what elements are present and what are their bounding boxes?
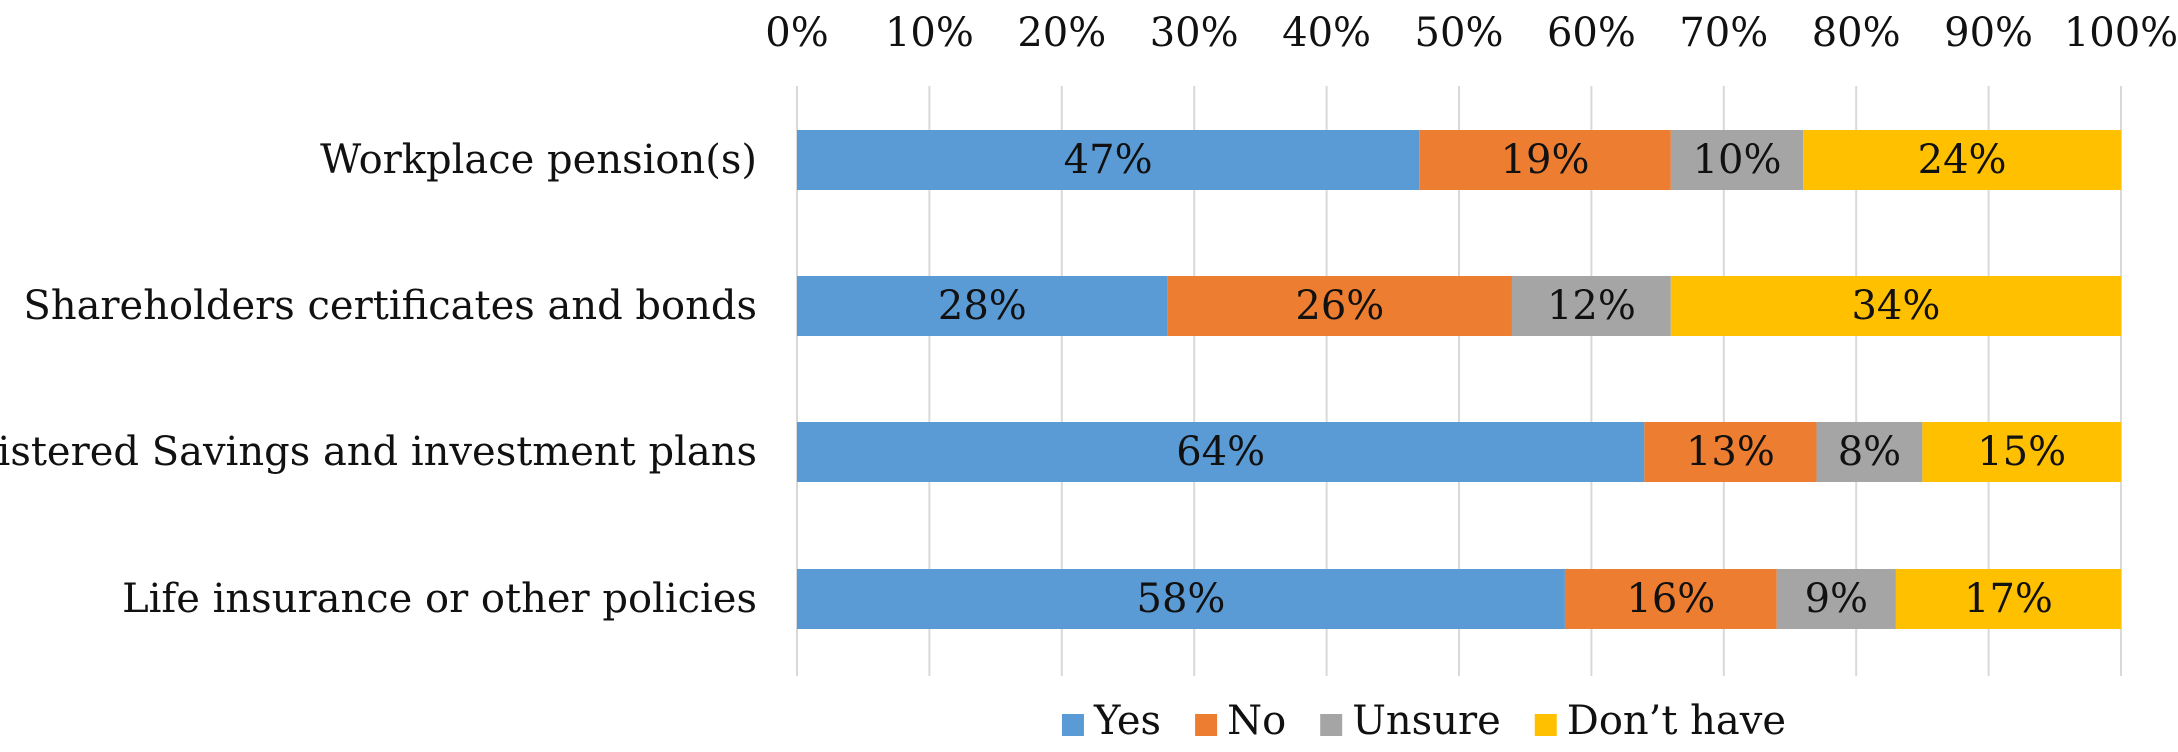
x-tick-label: 0% <box>765 10 828 56</box>
data-label: 64% <box>1176 429 1265 475</box>
legend: Yes No Unsure Don’t have <box>1061 698 1786 744</box>
x-tick-label: 20% <box>1017 10 1106 56</box>
x-tick-label: 30% <box>1150 10 1239 56</box>
bar-groups: 47% 19% 10% 24% 28% 26% 12% 34% 64% 13% 8% 15% 58% 16… <box>797 130 2121 629</box>
bar-segment <box>1776 569 1896 629</box>
bar-segment <box>1564 569 1777 629</box>
bar-segment <box>1670 276 2121 336</box>
legend-swatch <box>1061 714 1084 736</box>
x-tick-label: 10% <box>885 10 974 56</box>
bar-segment <box>1511 276 1671 336</box>
legend-label: Yes <box>1093 698 1161 744</box>
x-tick-label: 70% <box>1679 10 1768 56</box>
bar-row: 28% 26% 12% 34% <box>797 276 2121 336</box>
legend-item: Unsure <box>1320 698 1501 744</box>
bar-row: 58% 16% 9% 17% <box>797 569 2121 629</box>
data-label: 9% <box>1805 576 1868 622</box>
category-label: Workplace pension(s) <box>320 137 757 183</box>
legend-label: Don’t have <box>1567 698 1786 744</box>
category-label: Life insurance or other policies <box>122 576 757 622</box>
data-label: 17% <box>1964 576 2053 622</box>
bar-segment <box>1803 130 2121 190</box>
legend-item: Yes <box>1061 698 1161 744</box>
bar-segment <box>1167 276 1512 336</box>
data-label: 34% <box>1851 283 1940 329</box>
data-label: 24% <box>1918 137 2007 183</box>
data-label: 58% <box>1137 576 1226 622</box>
legend-item: No <box>1195 698 1286 744</box>
data-label: 47% <box>1064 137 1153 183</box>
x-tick-label: 50% <box>1415 10 1504 56</box>
legend-label: Unsure <box>1352 698 1501 744</box>
data-label: 19% <box>1501 137 1590 183</box>
bar-segment <box>1922 422 2121 482</box>
bar-segment <box>1895 569 2121 629</box>
bar-segment <box>1670 130 1804 190</box>
bar-segment <box>797 569 1565 629</box>
x-axis-tick-labels: 0% 10% 20% 30% 40% 50% 60% 70% 80% 90% 100% <box>765 10 2178 56</box>
legend-swatch <box>1534 714 1557 736</box>
x-tick-label: 90% <box>1944 10 2033 56</box>
bar-segment <box>1644 422 1817 482</box>
data-label: 16% <box>1626 576 1715 622</box>
bar-row: 47% 19% 10% 24% <box>797 130 2121 190</box>
x-tick-label: 80% <box>1812 10 1901 56</box>
category-labels: Workplace pension(s) Shareholders certifi… <box>0 137 757 622</box>
data-label: 13% <box>1686 429 1775 475</box>
bar-segment <box>1419 130 1671 190</box>
legend-label: No <box>1227 698 1286 744</box>
bar-segment <box>797 276 1168 336</box>
bar-row: 64% 13% 8% 15% <box>797 422 2121 482</box>
x-tick-label: 40% <box>1282 10 1371 56</box>
category-label: Shareholders certificates and bonds <box>23 283 757 329</box>
legend-item: Don’t have <box>1534 698 1786 744</box>
legend-swatch <box>1195 714 1218 736</box>
data-label: 12% <box>1547 283 1636 329</box>
x-tick-label: 60% <box>1547 10 1636 56</box>
data-label: 26% <box>1295 283 1384 329</box>
data-label: 15% <box>1977 429 2066 475</box>
data-label: 10% <box>1693 137 1782 183</box>
bar-segment <box>797 130 1420 190</box>
legend-swatch <box>1320 714 1343 736</box>
data-label: 28% <box>938 283 1027 329</box>
bar-segment <box>1816 422 1923 482</box>
category-label: Registered Savings and investment plans <box>0 429 757 475</box>
x-tick-label: 100% <box>2064 10 2178 56</box>
data-label: 8% <box>1838 429 1901 475</box>
bar-segment <box>797 422 1645 482</box>
